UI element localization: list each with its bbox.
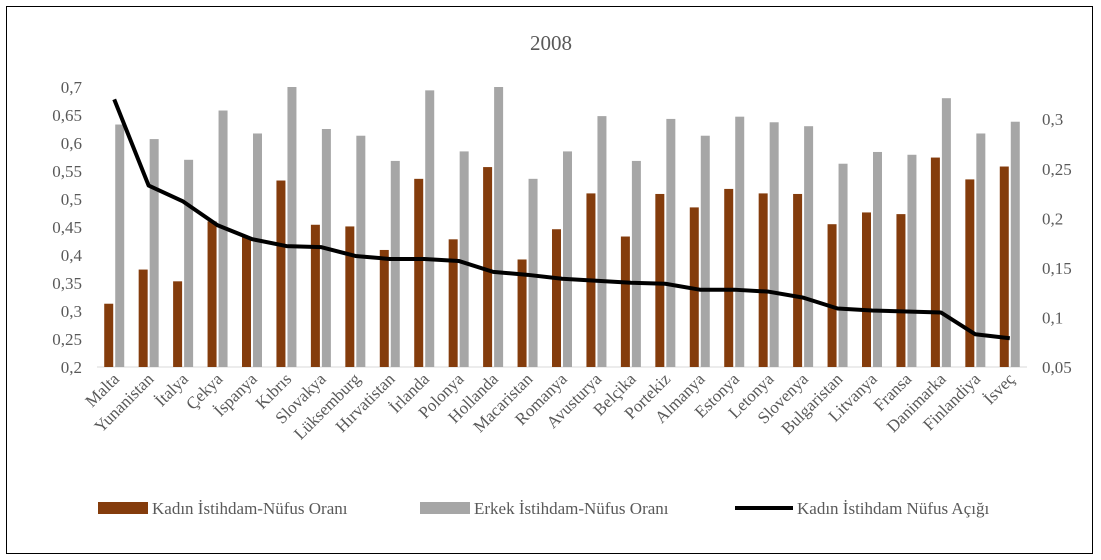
bar-erkek <box>459 151 469 367</box>
legend-swatch <box>420 502 470 514</box>
bar-kadin <box>517 259 527 367</box>
y-left-tick-label: 0,4 <box>61 246 83 265</box>
y-left-tick-label: 0,45 <box>52 218 82 237</box>
bar-erkek <box>218 110 228 368</box>
bar-kadin <box>104 303 114 367</box>
bar-kadin <box>655 193 665 367</box>
bar-kadin <box>896 214 906 367</box>
bar-kadin <box>724 188 734 367</box>
bar-erkek <box>184 159 194 367</box>
y-left-tick-label: 0,35 <box>52 274 82 293</box>
bar-kadin <box>414 178 424 367</box>
bar-kadin <box>276 180 286 367</box>
bar-erkek <box>597 116 607 368</box>
bar-kadin <box>793 193 803 367</box>
bar-kadin <box>552 229 561 367</box>
legend-label: Erkek İstihdam-Nüfus Oranı <box>474 499 669 518</box>
bar-erkek <box>149 139 159 367</box>
y-right-tick-label: 0,1 <box>1042 308 1063 327</box>
bar-kadin <box>310 224 320 367</box>
y-left-tick-label: 0,7 <box>61 78 83 97</box>
bar-erkek <box>390 160 400 367</box>
bar-kadin <box>173 281 183 367</box>
legend-label: Kadın İstihdam Nüfus Açığı <box>797 499 989 518</box>
bar-kadin <box>138 269 148 367</box>
y-right-tick-label: 0,05 <box>1042 358 1072 377</box>
bar-erkek <box>287 87 297 367</box>
bar-erkek <box>666 118 676 367</box>
bar-kadin <box>483 167 493 367</box>
x-tick-label: İsveç <box>980 369 1019 408</box>
legend-swatch <box>98 502 148 514</box>
bar-erkek <box>700 135 710 367</box>
legend-label: Kadın İstihdam-Nüfus Oranı <box>152 499 348 518</box>
y-left-tick-label: 0,65 <box>52 106 82 125</box>
y-right-tick-label: 0,15 <box>1042 259 1072 278</box>
bar-kadin <box>207 221 217 367</box>
bar-erkek <box>735 116 745 368</box>
bar-kadin <box>620 236 630 367</box>
bar-erkek <box>631 160 641 367</box>
bar-erkek <box>253 133 262 367</box>
bar-erkek <box>563 151 572 367</box>
y-right-tick-label: 0,2 <box>1042 209 1063 228</box>
bar-erkek <box>941 98 951 367</box>
bar-erkek <box>907 154 917 367</box>
line-acik <box>112 98 1011 341</box>
y-left-tick-label: 0,3 <box>61 302 82 321</box>
bar-erkek <box>804 126 814 367</box>
bar-erkek <box>425 90 435 368</box>
y-left-tick-label: 0,2 <box>61 358 82 377</box>
bar-erkek <box>976 133 986 367</box>
bar-erkek <box>873 151 882 367</box>
bar-erkek <box>528 178 538 367</box>
bar-kadin <box>965 179 975 367</box>
bar-erkek <box>1010 121 1020 367</box>
bar-kadin <box>379 249 389 367</box>
bar-kadin <box>758 193 768 367</box>
bar-erkek <box>838 163 848 367</box>
legend: Kadın İstihdam-Nüfus Oranı Erkek İstihdam… <box>98 499 989 518</box>
bar-kadin <box>448 239 458 367</box>
chart-title: 2008 <box>530 31 572 55</box>
y-right-tick-label: 0,25 <box>1042 160 1072 179</box>
bar-kadin <box>242 236 251 367</box>
bar-kadin <box>999 166 1009 367</box>
y-right-tick-label: 0,3 <box>1042 110 1063 129</box>
bar-erkek <box>494 87 504 367</box>
bar-kadin <box>862 212 871 367</box>
bar-kadin <box>345 226 355 367</box>
bar-erkek <box>115 124 125 368</box>
bar-kadin <box>930 157 940 367</box>
bar-erkek <box>356 135 366 367</box>
bar-erkek <box>769 122 779 367</box>
bar-kadin <box>827 224 837 367</box>
y-left-tick-label: 0,5 <box>61 190 82 209</box>
y-left-tick-label: 0,55 <box>52 162 82 181</box>
y-left-tick-label: 0,25 <box>52 330 82 349</box>
y-left-tick-label: 0,6 <box>61 134 82 153</box>
